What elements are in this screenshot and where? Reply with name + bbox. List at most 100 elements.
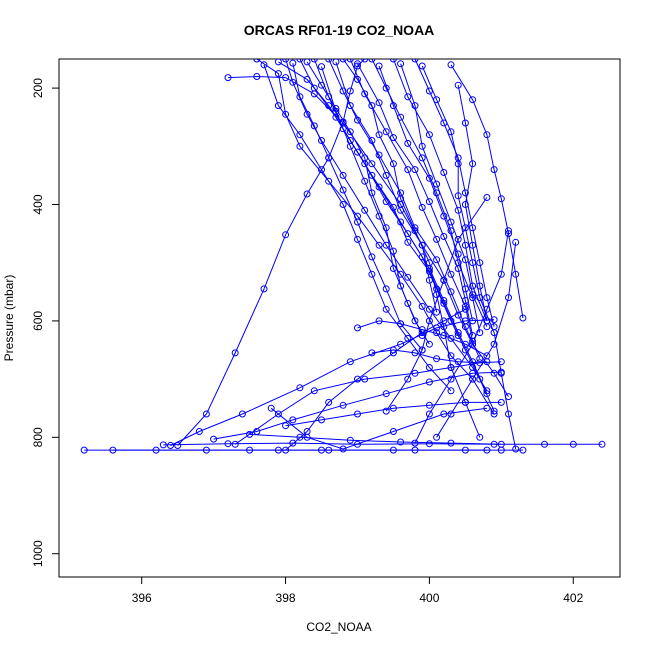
series-line [357,320,488,357]
data-point [397,282,405,290]
series-8 [267,404,491,453]
series-20 [447,61,527,322]
data-point [368,270,376,278]
data-point [440,212,448,220]
series-10 [253,59,498,418]
data-point [440,276,448,284]
data-point [447,61,455,69]
data-point [202,410,210,418]
data-point [490,166,498,174]
data-point [433,308,441,316]
data-point [490,369,498,377]
series-7 [231,358,491,448]
data-point [325,446,333,454]
data-point [274,446,282,454]
data-point [382,224,390,232]
data-point [174,442,182,449]
data-point [375,99,383,107]
data-point [433,180,441,188]
data-point [389,134,397,142]
data-point [361,206,369,214]
data-point [411,227,419,235]
data-point [469,291,477,299]
data-point [512,445,520,453]
series-2 [109,446,491,454]
series-line [285,308,466,451]
data-point [289,416,297,424]
plot-area-border [58,58,621,578]
data-point [411,59,419,63]
data-point [274,410,282,418]
data-point [346,87,354,95]
data-point [339,201,347,208]
data-point [354,410,361,418]
data-point [447,218,455,226]
data-point [497,440,505,448]
data-point [483,390,491,398]
data-point [418,326,426,334]
data-point [497,369,505,377]
data-point [296,131,304,139]
data-point [397,270,405,278]
chart-title: ORCAS RF01-19 CO2_NOAA [244,22,435,38]
data-point [411,166,419,174]
data-point [296,142,304,150]
data-point [411,317,419,325]
data-point [339,445,347,453]
data-point [440,299,448,307]
data-point [440,233,448,240]
data-point [497,270,505,278]
data-point [368,160,376,168]
data-point [397,60,405,68]
data-point [224,440,232,448]
data-point [325,59,333,63]
series-line [299,59,495,412]
data-point [425,317,433,325]
data-point [598,440,606,448]
data-point [325,177,333,185]
series-line [335,61,438,313]
data-point [210,435,218,443]
data-point [425,401,433,409]
data-point [541,440,548,448]
data-point [303,59,311,66]
data-point [404,166,412,174]
data-point [325,154,333,162]
y-axis: 200 400 600 800 1000 [31,78,60,567]
data-point [368,349,376,357]
data-point [80,446,88,454]
series-line [285,401,502,427]
data-point [361,154,369,162]
data-point [339,186,347,194]
series-31 [354,317,491,360]
data-point [310,387,318,395]
data-point [454,160,462,168]
series-layer [80,59,606,454]
data-point [425,378,433,386]
data-point [404,238,412,246]
data-point [195,428,203,435]
data-point [469,340,477,348]
data-point [476,375,484,383]
data-point [490,340,498,348]
data-point [375,131,383,139]
data-point [339,171,347,179]
data-point [476,259,484,267]
series-line [342,59,481,438]
data-point [368,59,376,63]
x-tick-label: 400 [419,591,439,605]
data-point [397,320,405,328]
data-point [346,358,354,366]
data-point [404,334,412,342]
data-point [389,265,397,272]
data-point [433,235,441,243]
data-point [425,174,433,182]
series-line [421,65,517,450]
data-point [397,206,405,214]
data-point [109,446,117,454]
data-point [389,428,397,435]
data-point [296,59,304,63]
data-point [318,63,325,71]
data-point [461,398,469,406]
data-point [447,288,455,296]
